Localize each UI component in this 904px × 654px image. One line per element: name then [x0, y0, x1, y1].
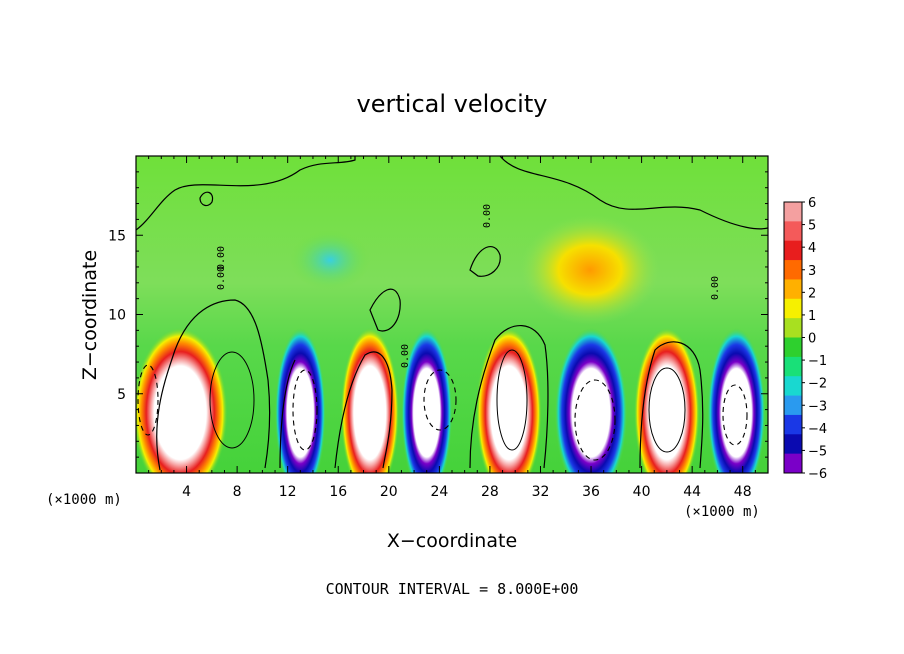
colorbar-swatch	[784, 414, 802, 435]
heatmap-field: 0.000.000.000.000.00	[136, 156, 768, 473]
x-tick-label: 48	[734, 484, 752, 500]
contour-label: 0.00	[216, 246, 227, 270]
cell-down-1	[274, 327, 326, 473]
colorbar: 6 5 4 3 2 1 0 −1 −2 −3 −4 −5 −6	[783, 196, 827, 482]
x-tick-label: 12	[279, 484, 297, 500]
y-tick-label: 10	[108, 308, 126, 324]
colorbar-swatch	[784, 395, 802, 416]
colorbar-swatch	[784, 260, 802, 280]
chart-title: vertical velocity	[357, 90, 548, 118]
colorbar-swatch	[784, 279, 802, 300]
x-axis-label: X−coordinate	[387, 530, 517, 552]
colorbar-label: 0	[808, 332, 816, 347]
colorbar-label: 4	[808, 241, 816, 256]
cell-up-4	[476, 327, 542, 473]
y-axis-label: Z−coordinate	[79, 250, 101, 380]
colorbar-label: 5	[808, 219, 816, 234]
x-tick-label: 40	[633, 484, 651, 500]
colorbar-label: −4	[808, 422, 827, 437]
colorbar-swatch	[784, 376, 802, 397]
colorbar-swatch	[784, 434, 802, 455]
colorbar-label: 2	[808, 286, 816, 301]
contour-label: 0.00	[400, 344, 411, 368]
colorbar-swatch	[784, 356, 802, 377]
colorbar-label: −1	[808, 354, 827, 369]
x-tick-label: 28	[481, 484, 499, 500]
colorbar-swatch	[784, 318, 802, 338]
negative-contours	[137, 364, 748, 461]
contour-label: 0.00	[710, 276, 721, 300]
cell-up-0	[136, 327, 228, 473]
footer-note: CONTOUR INTERVAL = 8.000E+00	[326, 580, 579, 598]
contour-label: 0.00	[482, 204, 493, 228]
colorbar-label: −3	[808, 399, 827, 414]
colorbar-swatch	[784, 453, 802, 474]
x-unit-right: (×1000 m)	[684, 504, 760, 520]
colorbar-swatch	[784, 337, 802, 358]
x-tick-label: 4	[182, 484, 191, 500]
y-tick-label: 15	[108, 228, 126, 244]
warm-anomaly	[520, 215, 660, 325]
colorbar-label: −5	[808, 444, 827, 459]
x-tick-label: 44	[683, 484, 701, 500]
x-tick-label: 8	[233, 484, 242, 500]
cell-up-2	[340, 327, 399, 473]
colorbar-label: 3	[808, 264, 816, 279]
x-tick-label: 36	[582, 484, 600, 500]
colorbar-label: 1	[808, 309, 816, 324]
contour-label: 0.00	[216, 266, 227, 290]
y-tick-label: 5	[117, 387, 126, 403]
x-tick-label: 32	[532, 484, 550, 500]
colorbar-label: −6	[808, 467, 827, 482]
x-tick-label: 16	[329, 484, 347, 500]
colorbar-swatch	[784, 298, 802, 319]
x-unit-left: (×1000 m)	[46, 492, 122, 508]
colorbar-swatch	[784, 221, 802, 242]
cell-down-7	[707, 327, 766, 473]
colorbar-label: 6	[808, 196, 816, 211]
positive-contours	[209, 349, 686, 453]
x-tick-label: 24	[430, 484, 448, 500]
colorbar-label: −2	[808, 377, 827, 392]
x-tick-label: 20	[380, 484, 398, 500]
cell-down-5	[554, 327, 628, 473]
cool-anomaly	[290, 230, 370, 290]
contour-lines	[136, 156, 768, 471]
colorbar-swatch	[784, 240, 802, 261]
cell-down-3	[401, 327, 453, 473]
colorbar-swatch	[784, 202, 802, 222]
